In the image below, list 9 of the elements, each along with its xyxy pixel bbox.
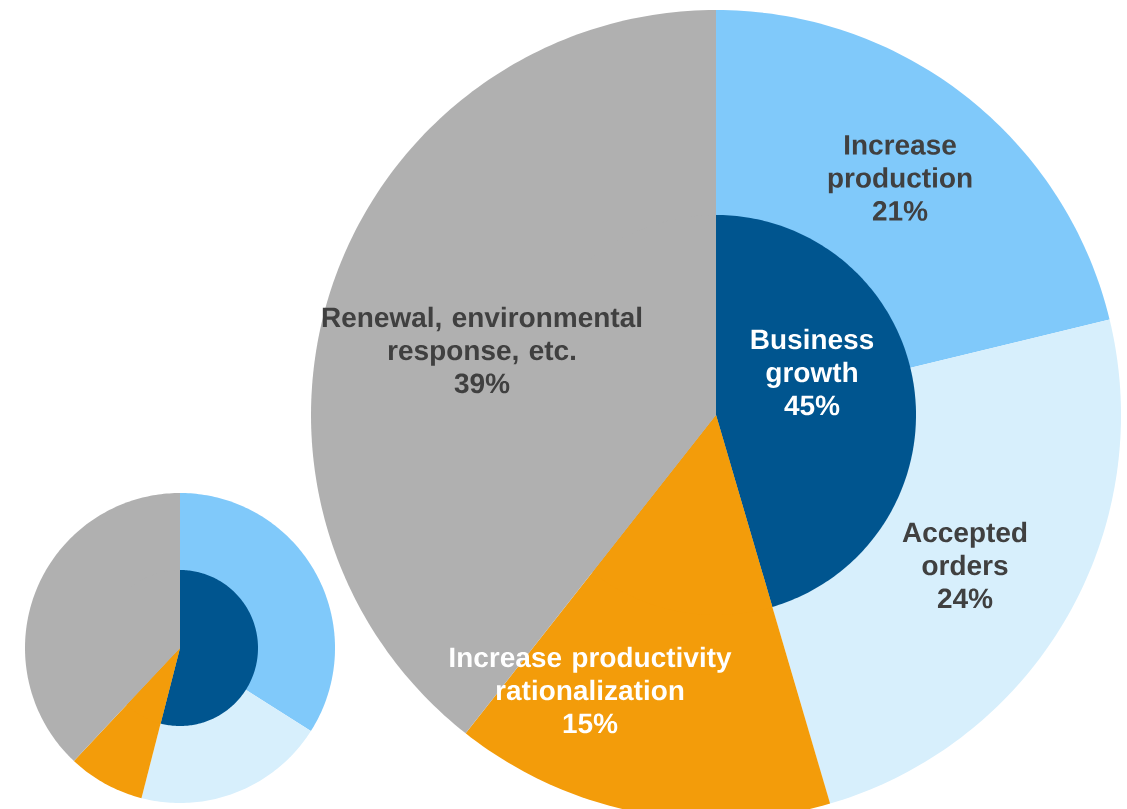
slice-label: Accepted orders [902,521,1027,576]
data-label: 45% [784,395,840,416]
data-label: 15% [563,713,618,734]
data-label: 21% [872,200,928,221]
slice-label: Increase production [828,135,972,194]
data-label: 39% [454,373,510,394]
data-label: 24% [937,588,993,609]
slice-label: Renewal, environmental response, etc. [322,306,642,366]
slice-label: Business growth [751,328,874,388]
